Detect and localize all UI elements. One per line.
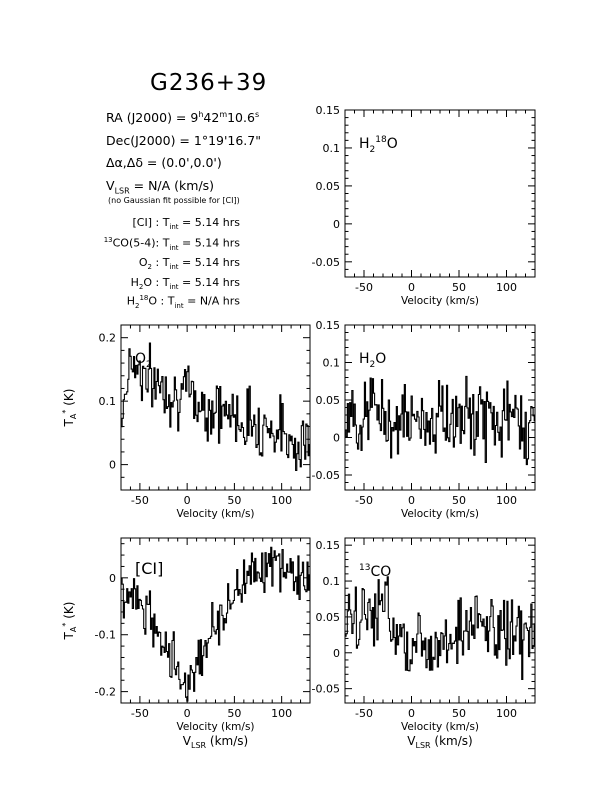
panel-top-right-species-label: H218O [359, 135, 398, 155]
panel-bottom-right-ytick-label: 0 [333, 647, 340, 660]
fit-note: (no Gaussian fit possible for [CI]) [108, 196, 240, 205]
panel-top-right-ytick-label: 0.05 [316, 180, 341, 193]
panel-bottom-left-ytick-label: 0 [109, 572, 116, 585]
panel-bottom-left-ylabel: TA* (K) [61, 602, 78, 641]
panel-bottom-left-species-label: [CI] [135, 559, 163, 578]
panel-top-right-ytick-label: 0.15 [316, 104, 341, 117]
panel-middle-left-ytick-label: 0.2 [99, 332, 117, 345]
tint-row-13co: 13CO(5-4): Tint = 5.14 hrs [103, 236, 240, 252]
panel-bottom-right-ytick-label: 0.15 [316, 539, 341, 552]
offset-line: Δα,Δδ = (0.0',0.0') [106, 155, 222, 170]
panel-bottom-right-xtick-label: -50 [355, 707, 373, 720]
source-title: G236+39 [150, 70, 268, 96]
ra-line: RA (J2000) = 9h42m10.6s [106, 110, 260, 126]
tint-row-o2: O2 : Tint = 5.14 hrs [138, 256, 240, 272]
panel-middle-right-xtick-label: 0 [408, 494, 415, 507]
panel-bottom-right-spectrum-line [345, 576, 535, 681]
panel-top-right-ytick-label: 0 [333, 218, 340, 231]
panel-bottom-right-xtick-label: 0 [408, 707, 415, 720]
panel-middle-left-ytick-label: 0 [109, 459, 116, 472]
panel-bottom-right-xtick-label: 50 [452, 707, 466, 720]
panel-bottom-left-xtick-label: 50 [227, 707, 241, 720]
panel-middle-right-xtick-label: -50 [355, 494, 373, 507]
panel-middle-left-spectrum-line [121, 342, 310, 472]
panel-bottom-left-xlabel-vlsr: VLSR (km/s) [183, 734, 248, 750]
panel-middle-left-ytick-label: 0.1 [99, 395, 117, 408]
panel-top-right-xtick-label: 100 [496, 281, 517, 294]
vlsr-line: VLSR = N/A (km/s) [106, 178, 215, 196]
panel-bottom-left-ytick-label: -0.1 [95, 629, 116, 642]
panel-middle-left-ylabel: TA* (K) [61, 389, 78, 428]
panel-top-right-xtick-label: -50 [355, 281, 373, 294]
panel-bottom-left-spectrum-line [121, 546, 310, 702]
panel-middle-right-ytick-label: 0.1 [323, 357, 341, 370]
panel-bottom-right-xlabel-vlsr: VLSR (km/s) [407, 734, 472, 750]
panel-top-right-ytick-label: -0.05 [312, 256, 340, 269]
panel-bottom-left-xtick-label: -50 [131, 707, 149, 720]
panel-bottom-right-ytick-label: 0.1 [323, 575, 341, 588]
panel-bottom-left-ytick-label: -0.2 [95, 686, 116, 699]
panel-bottom-right-xtick-label: 100 [496, 707, 517, 720]
panel-middle-right-species-label: H2O [359, 351, 386, 370]
panel-middle-right-xlabel: Velocity (km/s) [401, 508, 479, 520]
panel-middle-right-ytick-label: -0.05 [312, 469, 340, 482]
panel-bottom-left-xtick-label: 0 [184, 707, 191, 720]
panel-bottom-right-ytick-label: -0.05 [312, 683, 340, 696]
panel-middle-right-xtick-label: 50 [452, 494, 466, 507]
panel-top-right-xtick-label: 50 [452, 281, 466, 294]
panel-middle-right-ytick-label: 0.05 [316, 394, 341, 407]
panel-middle-left-xlabel: Velocity (km/s) [176, 508, 254, 520]
panel-middle-left-xtick-label: -50 [131, 494, 149, 507]
panel-bottom-right-species-label: 13CO [359, 563, 391, 580]
panel-middle-right-ytick-label: 0.15 [316, 319, 341, 332]
tint-row-h2o: H2O : Tint = 5.14 hrs [130, 276, 240, 292]
panel-bottom-left-xlabel: Velocity (km/s) [176, 721, 254, 733]
panel-bottom-right-xlabel: Velocity (km/s) [401, 721, 479, 733]
tint-row-ci: [CI] : Tint = 5.14 hrs [132, 216, 240, 232]
dec-line: Dec(J2000) = 1°19'16.7" [106, 133, 261, 148]
panel-middle-left-xtick-label: 100 [271, 494, 292, 507]
panel-middle-right-spectrum-line [345, 375, 535, 466]
panel-middle-left-xtick-label: 50 [227, 494, 241, 507]
panel-middle-right-ytick-label: 0 [333, 432, 340, 445]
panel-top-right-frame [344, 109, 536, 278]
panel-bottom-left-xtick-label: 100 [271, 707, 292, 720]
panel-top-right-ytick-label: 0.1 [323, 142, 341, 155]
panel-top-right-xtick-label: 0 [408, 281, 415, 294]
panel-bottom-right-ytick-label: 0.05 [316, 611, 341, 624]
panel-middle-right-xtick-label: 100 [496, 494, 517, 507]
panel-top-right-xlabel: Velocity (km/s) [401, 295, 479, 307]
panel-middle-left-xtick-label: 0 [184, 494, 191, 507]
tint-row-h218o: H218O : Tint = N/A hrs [126, 294, 240, 310]
